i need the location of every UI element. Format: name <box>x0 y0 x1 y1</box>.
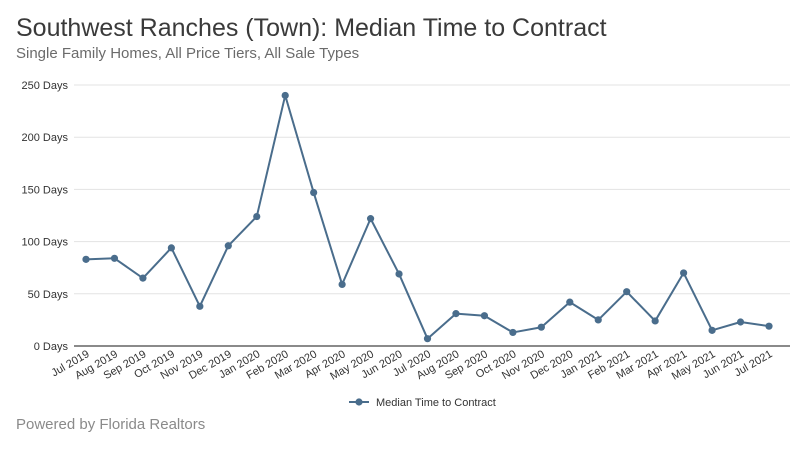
y-tick-label: 200 Days <box>22 132 69 144</box>
data-point[interactable] <box>224 242 232 250</box>
data-point[interactable] <box>680 269 688 277</box>
data-point[interactable] <box>139 274 147 282</box>
data-point[interactable] <box>594 316 602 324</box>
data-point[interactable] <box>509 328 517 337</box>
y-tick-label: 250 Days <box>22 80 69 92</box>
data-point[interactable] <box>253 212 261 221</box>
data-point[interactable] <box>480 312 489 320</box>
data-point[interactable] <box>651 317 659 325</box>
data-point[interactable] <box>110 254 119 262</box>
data-point[interactable] <box>708 326 716 334</box>
series-line <box>85 94 770 340</box>
data-point[interactable] <box>736 318 745 326</box>
gridlines <box>74 84 790 347</box>
legend-marker <box>355 398 363 406</box>
chart-subtitle: Single Family Homes, All Price Tiers, Al… <box>16 45 360 62</box>
data-point[interactable] <box>765 322 773 330</box>
data-point[interactable] <box>566 298 574 306</box>
data-point[interactable] <box>423 335 432 343</box>
data-point[interactable] <box>196 302 204 310</box>
chart-title: Southwest Ranches (Town): Median Time to… <box>16 14 607 42</box>
y-tick-label: 0 Days <box>34 341 69 353</box>
y-axis-ticks: 0 Days 50 Days 100 Days 150 Days 200 Days 250… <box>22 80 69 353</box>
data-point[interactable] <box>395 270 403 278</box>
data-point[interactable] <box>281 91 289 100</box>
series-layer <box>82 91 773 343</box>
legend[interactable]: Median Time to Contract <box>349 397 496 409</box>
legend-label: Median Time to Contract <box>376 397 496 409</box>
data-point[interactable] <box>366 215 375 223</box>
y-tick-label: 100 Days <box>22 237 69 249</box>
data-point[interactable] <box>537 323 545 331</box>
data-point[interactable] <box>82 255 90 263</box>
powered-by-credit: Powered by Florida Realtors <box>16 416 206 433</box>
data-point[interactable] <box>623 288 631 296</box>
data-point[interactable] <box>167 244 175 252</box>
data-point[interactable] <box>452 310 460 318</box>
data-point[interactable] <box>338 280 346 289</box>
y-tick-label: 50 Days <box>28 289 69 301</box>
data-point[interactable] <box>310 188 318 197</box>
y-tick-label: 150 Days <box>22 184 69 196</box>
